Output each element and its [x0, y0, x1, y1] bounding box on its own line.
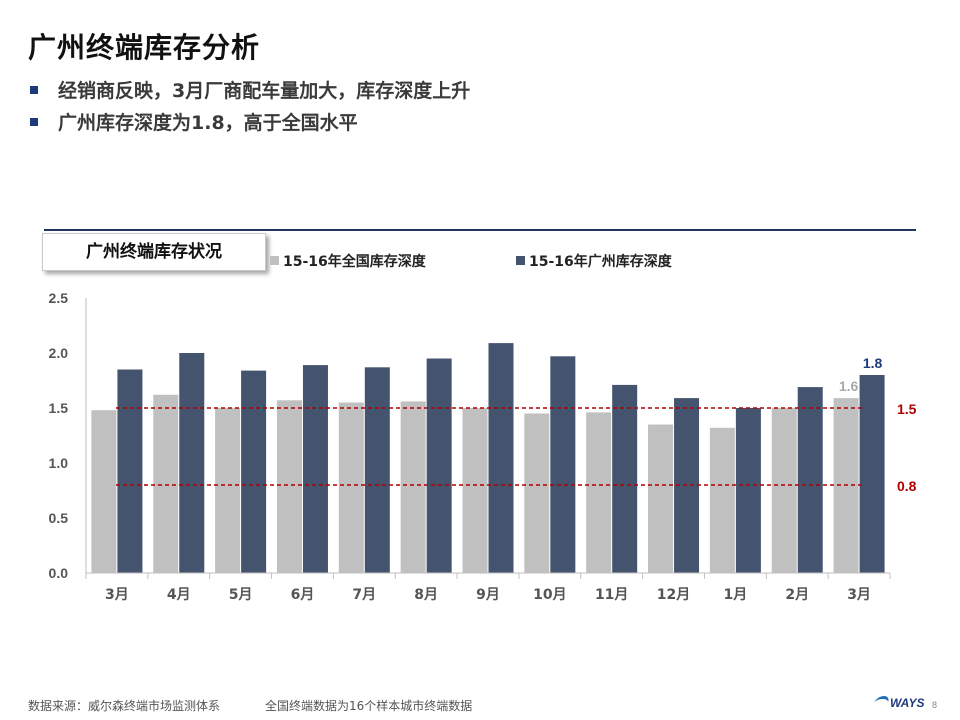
x-tick-label: 3月	[847, 587, 871, 603]
bullet-text: 广州库存深度为1.8，高于全国水平	[58, 112, 358, 134]
bullet-marker-icon	[30, 118, 38, 126]
x-tick-label: 8月	[414, 587, 438, 603]
bar-guangzhou	[612, 384, 638, 573]
x-tick-label: 4月	[167, 587, 191, 603]
x-tick-label: 2月	[785, 587, 809, 603]
y-tick-label: 2.0	[49, 345, 69, 361]
bar-national	[462, 408, 488, 573]
bullet-list: 经销商反映，3月厂商配车量加大，库存深度上升 广州库存深度为1.8，高于全国水平	[30, 78, 470, 142]
y-tick-label: 1.0	[49, 455, 69, 471]
bar-national	[276, 400, 302, 573]
bar-guangzhou	[550, 356, 576, 573]
bullet-text: 经销商反映，3月厂商配车量加大，库存深度上升	[58, 80, 471, 102]
bar-national	[524, 413, 550, 573]
legend-item-national: 15-16年全国库存深度	[270, 253, 426, 271]
bar-national	[215, 408, 241, 573]
legend-item-guangzhou: 15-16年广州库存深度	[516, 253, 672, 271]
reference-line-label: 0.8	[897, 478, 917, 494]
y-tick-label: 0.5	[49, 510, 69, 526]
chart-label-box: 广州终端库存状况	[42, 233, 266, 271]
slide-title: 广州终端库存分析	[28, 31, 261, 64]
y-tick-label: 1.5	[49, 400, 69, 416]
ways-logo-icon	[870, 696, 892, 709]
x-tick-label: 9月	[476, 587, 500, 603]
logo-text: WAYS	[890, 696, 925, 710]
bar-national	[586, 412, 612, 573]
bar-guangzhou	[488, 343, 514, 573]
page-number: 8	[932, 700, 938, 710]
legend-swatch-icon	[270, 256, 279, 265]
legend-label: 15-16年全国库存深度	[283, 254, 426, 270]
bullet-item: 广州库存深度为1.8，高于全国水平	[30, 110, 470, 142]
ways-logo: WAYS	[870, 696, 925, 710]
x-tick-label: 10月	[533, 587, 566, 603]
data-label: 1.6	[839, 378, 859, 394]
bar-guangzhou	[859, 375, 885, 573]
x-tick-label: 11月	[595, 587, 628, 603]
reference-line-label: 1.5	[897, 401, 917, 417]
bar-national	[648, 424, 674, 573]
legend-label: 15-16年广州库存深度	[529, 254, 672, 270]
bar-guangzhou	[364, 367, 390, 573]
x-tick-label: 7月	[352, 587, 376, 603]
bar-national	[91, 410, 117, 573]
bar-guangzhou	[302, 365, 328, 573]
legend-swatch-icon	[516, 256, 525, 265]
x-tick-label: 12月	[657, 587, 690, 603]
y-tick-label: 2.5	[49, 290, 69, 306]
bar-guangzhou	[426, 358, 452, 573]
bar-national	[338, 402, 364, 573]
data-label: 1.8	[863, 355, 883, 371]
bar-national	[400, 401, 426, 573]
bar-guangzhou	[117, 369, 143, 573]
bar-guangzhou	[179, 353, 205, 573]
x-tick-label: 1月	[724, 587, 748, 603]
bar-guangzhou	[797, 387, 823, 573]
bar-national	[153, 394, 179, 573]
x-tick-label: 5月	[229, 587, 253, 603]
x-tick-label: 3月	[105, 587, 129, 603]
bar-guangzhou	[241, 370, 267, 573]
bullet-marker-icon	[30, 86, 38, 94]
footer-source: 数据来源：威尔森终端市场监测体系	[28, 699, 221, 713]
bar-guangzhou	[735, 408, 761, 573]
y-tick-label: 0.0	[49, 565, 69, 581]
chart-top-divider	[44, 229, 916, 231]
bullet-item: 经销商反映，3月厂商配车量加大，库存深度上升	[30, 78, 470, 110]
bar-national	[709, 427, 735, 573]
footer-note: 全国终端数据为16个样本城市终端数据	[265, 699, 473, 713]
x-tick-label: 6月	[291, 587, 315, 603]
bar-national	[771, 408, 797, 573]
